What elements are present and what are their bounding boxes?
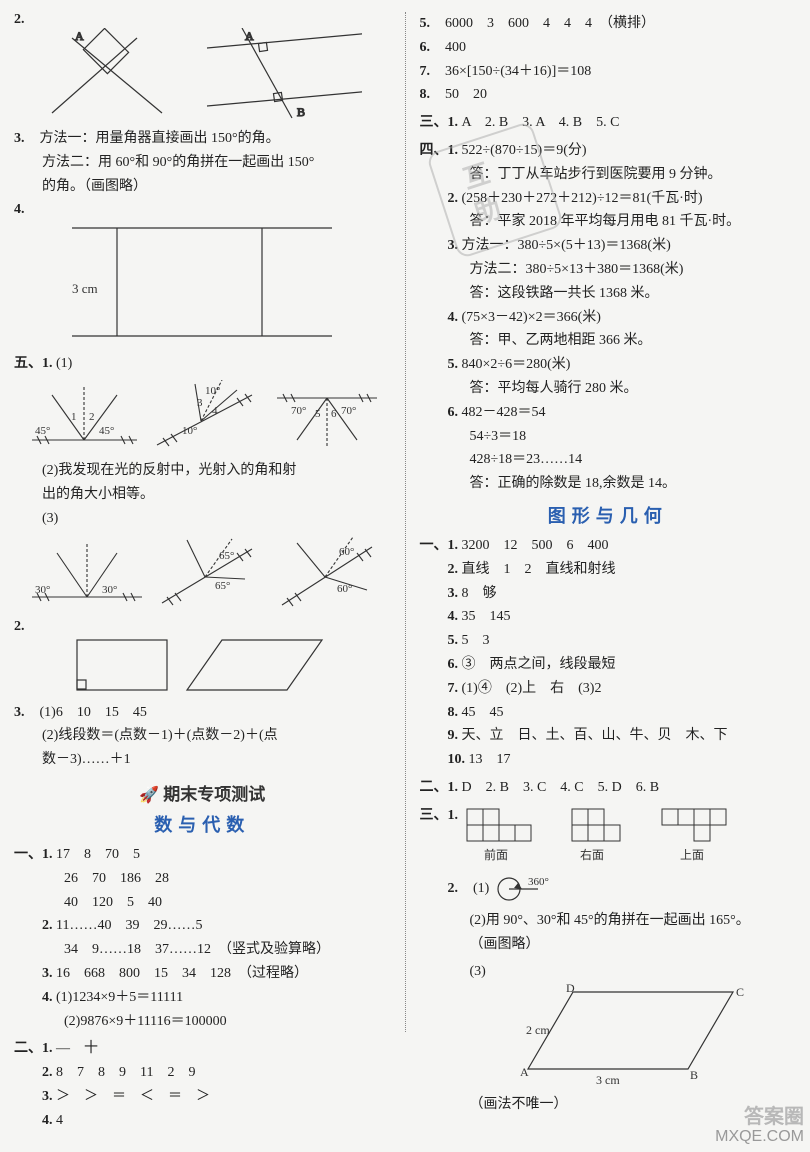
svg-text:45°: 45° (35, 425, 50, 437)
svg-text:60°: 60° (337, 583, 352, 595)
svg-text:10°: 10° (182, 425, 197, 437)
q3-line1: 方法一：用量角器直接画出 150°的角。 (40, 131, 280, 146)
sec5-sub3: (3) (14, 507, 391, 531)
circle-360: 360° (493, 873, 563, 905)
q2-label: 2. (14, 12, 36, 28)
q3b-line3: 数－3)……＋1 (14, 752, 131, 767)
q4-label: 4. (14, 202, 36, 218)
cube-views: 前面 右面 上面 (462, 804, 742, 869)
svg-text:6: 6 (331, 408, 337, 420)
right-column: 5. 6000 3 600 4 4 4 （横排） 6. 400 7. 36×[1… (406, 0, 810, 1152)
svg-text:30°: 30° (35, 584, 50, 596)
svg-text:前面: 前面 (484, 847, 508, 862)
svg-text:65°: 65° (215, 580, 230, 592)
svg-text:4: 4 (212, 405, 218, 417)
secB: 二、1. — 十 2. 8 7 8 9 11 2 9 3. ＞ ＞ ＝ ＜ ＝ … (14, 1037, 391, 1132)
svg-text:B: B (297, 105, 305, 119)
svg-text:2: 2 (89, 411, 95, 423)
r-top: 5. 6000 3 600 4 4 4 （横排） 6. 400 7. 36×[1… (420, 12, 797, 107)
svg-text:3 cm: 3 cm (596, 1073, 620, 1087)
q3-block: 3. 方法一：用量角器直接画出 150°的角。 方法二：用 60°和 90°的角… (14, 127, 391, 198)
sec5-fig3: 30° 30° 65° 65° 60° 60° (14, 535, 391, 615)
q3-line2: 方法二：用 60°和 90°的角拼在一起画出 150° (14, 155, 314, 170)
q2-diagram: A A B (42, 28, 362, 123)
r-secC-2: 2. (1) 360° (420, 873, 797, 905)
svg-text:2 cm: 2 cm (526, 1023, 550, 1037)
site-watermark: 答案圈 MXQE.COM (715, 1106, 804, 1146)
parallelogram: D C A B 2 cm 3 cm (518, 984, 748, 1089)
r-secA: 一、1. 3200 12 500 6 400 2. 直线 1 2 直线和射线 3… (420, 534, 797, 772)
svg-text:A: A (245, 29, 254, 43)
q4-block: 4. 3 cm (14, 202, 391, 348)
final-test-title: 🚀期末专项测试 (14, 780, 391, 805)
r-secC: 三、1. 前面 右面 (420, 804, 797, 869)
geom-title: 图形与几何 (420, 502, 797, 528)
r-secC-sub2: (2)用 90°、30°和 45°的角拼在一起画出 165°。 (420, 909, 797, 933)
svg-text:C: C (736, 985, 744, 999)
svg-text:A: A (520, 1065, 529, 1079)
svg-text:A: A (75, 29, 84, 43)
page: 2. A A B (0, 0, 810, 1152)
svg-text:70°: 70° (291, 405, 306, 417)
secA: 一、1. 17 8 70 5 26 70 186 28 40 120 5 40 … (14, 843, 391, 1033)
svg-text:B: B (690, 1068, 698, 1082)
r-sec3: 三、1. A 2. B 3. A 4. B 5. C (420, 111, 797, 135)
svg-text:10°: 10° (205, 385, 220, 397)
sec5-sub2: (2)我发现在光的反射中，光射入的角和射 (14, 459, 391, 483)
svg-text:D: D (566, 984, 575, 995)
num-alg-title: 数与代数 (14, 811, 391, 837)
sec5-block: 五、1. (1) (14, 352, 391, 376)
svg-text:1: 1 (71, 411, 77, 423)
svg-text:3: 3 (197, 397, 203, 409)
svg-text:70°: 70° (341, 405, 356, 417)
svg-text:30°: 30° (102, 584, 117, 596)
r-sec4: 四、1. 522÷(870÷15)＝9(分) 答：丁丁从车站步行到医院要用 9 … (420, 139, 797, 496)
rocket-icon: 🚀 (139, 787, 159, 804)
sec5-fig1: 45° 45° 1 2 10° 10° 3 4 70° 70° 5 6 (14, 380, 391, 455)
q2-block: 2. A A B (14, 12, 391, 123)
r-secC-3: (3) D C A B 2 cm 3 cm (420, 960, 797, 1089)
q3b-line1: (1)6 10 15 45 (40, 705, 147, 720)
q3-line3: 的角。（画图略） (14, 179, 147, 194)
svg-text:右面: 右面 (580, 847, 604, 862)
left-column: 2. A A B (0, 0, 405, 1152)
svg-text:45°: 45° (99, 425, 114, 437)
q4-diagram: 3 cm (62, 218, 342, 348)
svg-text:上面: 上面 (680, 848, 704, 862)
q3-label: 3. (14, 127, 36, 151)
q3b-label: 3. (14, 701, 36, 725)
sec5-sub1: (1) (56, 356, 72, 371)
sec5-label: 五、1. (14, 356, 53, 371)
svg-text:65°: 65° (219, 550, 234, 562)
r-secC-sub2b: （画图略） (420, 933, 797, 957)
q3b-block: 3. (1)6 10 15 45 (2)线段数＝(点数－1)＋(点数－2)＋(点… (14, 701, 391, 772)
svg-text:5: 5 (315, 408, 321, 420)
q2b-diagram (72, 635, 332, 697)
svg-text:360°: 360° (528, 876, 549, 888)
r-secB: 二、1. D 2. B 3. C 4. C 5. D 6. B (420, 776, 797, 800)
q3b-line2: (2)线段数＝(点数－1)＋(点数－2)＋(点 (14, 728, 278, 743)
svg-text:60°: 60° (339, 546, 354, 558)
q2b-block: 2. (14, 619, 391, 697)
svg-text:3 cm: 3 cm (72, 281, 98, 296)
q2b-label: 2. (14, 619, 36, 635)
sec5-sub2b: 出的角大小相等。 (14, 483, 391, 507)
